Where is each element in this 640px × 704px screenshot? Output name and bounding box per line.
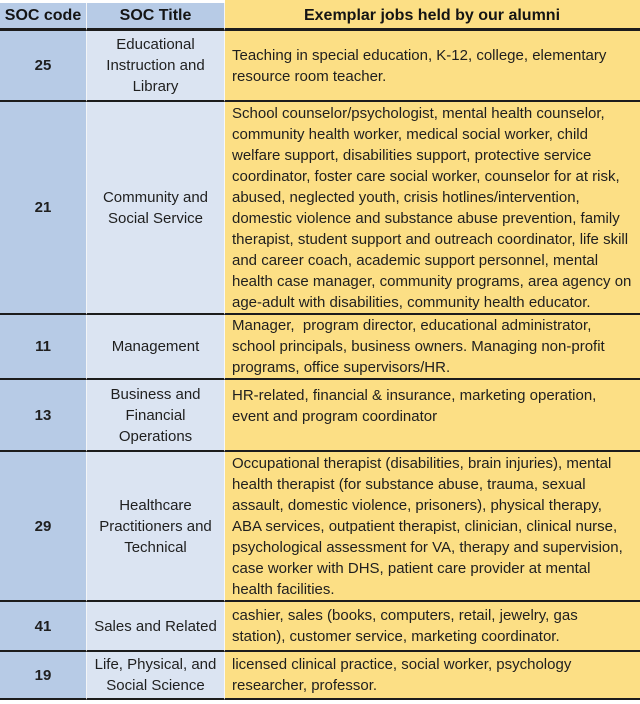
- soc-title-cell: Community and Social Service: [87, 102, 225, 315]
- top-edge-yellow-fill: [225, 0, 640, 3]
- soc-code-cell: 25: [0, 31, 87, 102]
- exemplar-jobs-cell: licensed clinical practice, social worke…: [225, 652, 640, 700]
- exemplar-jobs-cell: School counselor/psychologist, mental he…: [225, 102, 640, 315]
- exemplar-jobs-cell: cashier, sales (books, computers, retail…: [225, 602, 640, 652]
- exemplar-jobs-cell: Teaching in special education, K-12, col…: [225, 31, 640, 102]
- column-header-exemplar-jobs: Exemplar jobs held by our alumni: [225, 3, 640, 31]
- exemplar-jobs-cell: Manager, program director, educational a…: [225, 315, 640, 380]
- column-header-soc-title: SOC Title: [87, 3, 225, 31]
- soc-code-cell: 41: [0, 602, 87, 652]
- soc-code-cell: 21: [0, 102, 87, 315]
- exemplar-jobs-cell: Occupational therapist (disabilities, br…: [225, 452, 640, 602]
- soc-code-cell: 13: [0, 380, 87, 452]
- soc-title-cell: Life, Physical, and Social Science: [87, 652, 225, 700]
- soc-jobs-table: SOC code SOC Title Exemplar jobs held by…: [0, 3, 640, 700]
- column-header-soc-code: SOC code: [0, 3, 87, 31]
- soc-title-cell: Management: [87, 315, 225, 380]
- soc-title-cell: Educational Instruction and Library: [87, 31, 225, 102]
- soc-code-cell: 29: [0, 452, 87, 602]
- soc-code-cell: 19: [0, 652, 87, 700]
- soc-title-cell: Business and Financial Operations: [87, 380, 225, 452]
- soc-title-cell: Sales and Related: [87, 602, 225, 652]
- soc-title-cell: Healthcare Practitioners and Technical: [87, 452, 225, 602]
- soc-code-cell: 11: [0, 315, 87, 380]
- exemplar-jobs-cell: HR-related, financial & insurance, marke…: [225, 380, 640, 452]
